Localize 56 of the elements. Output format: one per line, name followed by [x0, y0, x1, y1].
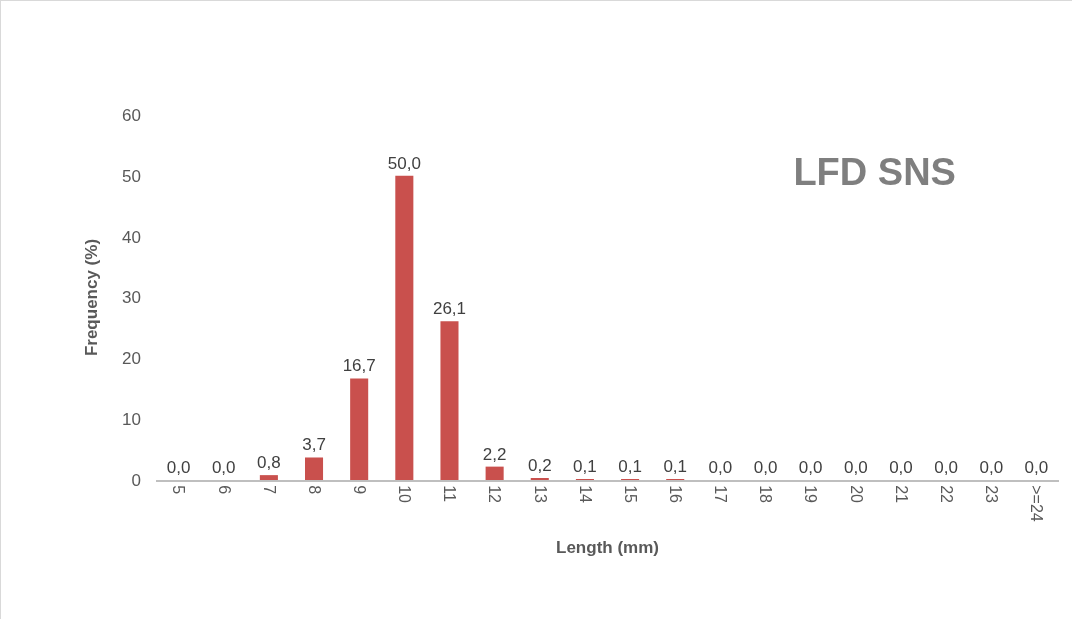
x-tick-label: >=24: [1028, 485, 1046, 522]
bar: [440, 321, 459, 480]
data-label: 0,0: [211, 458, 236, 477]
y-tick-label: 60: [122, 105, 141, 125]
data-label: 2,2: [482, 444, 507, 464]
x-tick-label: 21: [892, 485, 910, 504]
x-tick-label: 9: [350, 485, 368, 495]
bar: [304, 457, 324, 480]
y-tick-label: 10: [122, 410, 141, 430]
x-tick-label: 14: [576, 485, 594, 504]
y-tick-label: 0: [131, 470, 141, 490]
data-label: 0,0: [979, 458, 1004, 477]
data-label: 0,0: [166, 458, 191, 477]
x-tick-label: 15: [621, 485, 639, 504]
data-label: 26,1: [432, 299, 467, 319]
x-tick-label: 8: [305, 485, 323, 495]
data-label: 0,2: [527, 456, 552, 475]
x-tick-label: 17: [712, 485, 730, 504]
x-tick-label: 20: [847, 485, 865, 504]
data-label: 0,0: [708, 458, 733, 477]
x-tick-label: 5: [170, 485, 188, 495]
x-tick-label: 16: [667, 485, 685, 504]
y-tick-label: 50: [122, 166, 141, 186]
y-tick-label: 20: [122, 349, 141, 369]
data-label: 0,0: [753, 458, 778, 477]
y-tick-label: 40: [122, 227, 141, 247]
x-tick-label: 22: [937, 485, 955, 504]
data-label: 0,0: [889, 458, 913, 477]
data-label: 0,1: [618, 457, 642, 476]
x-tick-label: 19: [802, 485, 820, 504]
x-tick-label: 10: [396, 485, 414, 504]
bar: [485, 466, 504, 480]
data-label: 0,1: [573, 457, 597, 476]
data-label: 0,0: [1024, 458, 1049, 477]
x-tick-label: 13: [531, 485, 549, 504]
x-axis-title: Length (mm): [556, 537, 659, 557]
data-label: 3,7: [302, 435, 326, 455]
x-tick-label: 18: [757, 485, 775, 504]
y-tick-label: 30: [122, 288, 141, 308]
x-tick-label: 7: [260, 485, 278, 495]
text: LFD SNS: [793, 150, 956, 193]
x-tick-label: 11: [441, 485, 459, 502]
data-label: 50,0: [387, 153, 421, 173]
x-tick-label: 12: [486, 485, 504, 504]
data-label: 0,8: [257, 453, 281, 473]
data-label: 0,0: [798, 458, 823, 477]
x-tick-label: 6: [215, 485, 233, 495]
bar: [395, 175, 414, 480]
y-axis-title: Frequency (%): [81, 238, 101, 357]
x-tick-label: 23: [983, 485, 1001, 504]
bar: [259, 475, 278, 480]
data-label: 0,0: [934, 458, 958, 477]
data-label: 16,7: [342, 356, 376, 376]
data-label: 0,0: [844, 458, 868, 477]
data-label: 0,1: [663, 457, 688, 476]
bar: [350, 378, 369, 480]
